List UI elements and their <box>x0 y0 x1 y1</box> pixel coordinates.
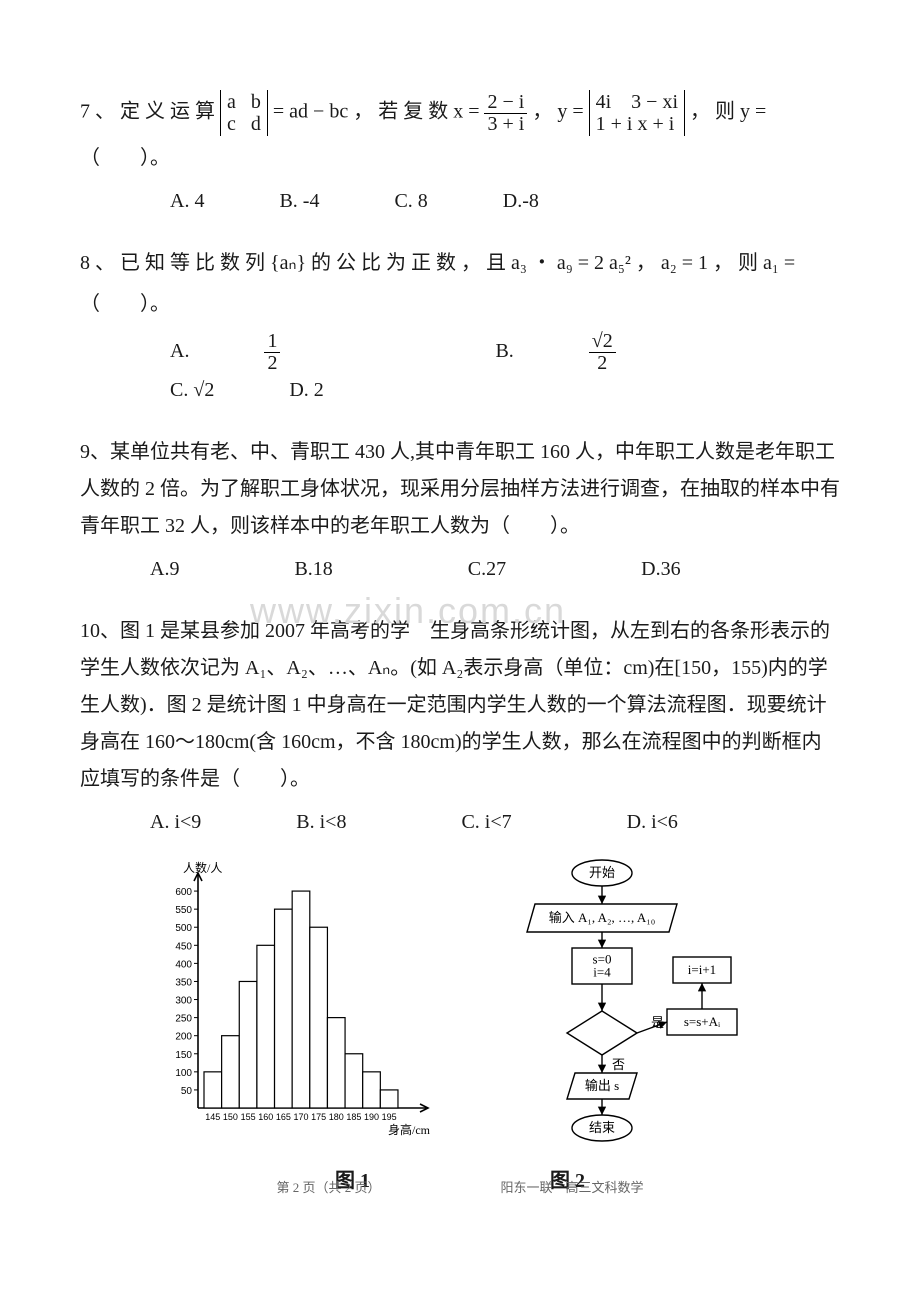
svg-text:180: 180 <box>329 1112 344 1122</box>
q8-b-den: 2 <box>589 353 616 374</box>
footer-page-no: 第 2 页（共 2 页） <box>276 1177 380 1196</box>
svg-text:195: 195 <box>382 1112 397 1122</box>
figure-2-flowchart: 开始输入 A₁, A₂, …, A₁₀s=0i=4i=i+1s=s+Aᵢ输出 s… <box>472 858 772 1158</box>
q8-b-num: √2 <box>589 331 616 353</box>
q7-prefix: 7 、 定 义 运 算 <box>80 101 220 123</box>
svg-text:结束: 结束 <box>589 1120 615 1135</box>
svg-text:输入 A₁, A₂, …, A₁₀: 输入 A₁, A₂, …, A₁₀ <box>549 910 656 925</box>
q7-det-b: b <box>251 91 261 113</box>
svg-text:是: 是 <box>651 1015 664 1030</box>
q8-text: 8 、 已 知 等 比 数 列 {aₙ} 的 公 比 为 正 数 ， 且 a₃ … <box>80 245 840 282</box>
q7-opt-d: D.-8 <box>503 185 539 217</box>
q8-opt-d: D. 2 <box>289 374 323 406</box>
q9-text: 9、某单位共有老、中、青职工 430 人,其中青年职工 160 人，中年职工人数… <box>80 434 840 545</box>
q7-det-a: a <box>227 91 236 113</box>
q7-det2-c: 1 + i <box>596 113 633 135</box>
q8-opt-b-label: B. <box>495 335 513 367</box>
q7-det2-a: 4i <box>596 91 612 113</box>
svg-text:450: 450 <box>175 941 192 952</box>
q9-opt-c: C.27 <box>468 553 506 585</box>
q10-opt-d: D. i<6 <box>627 806 678 838</box>
page: www.zixin.com.cn 7 、 定 义 运 算 a b c d = a… <box>0 0 920 1232</box>
svg-text:550: 550 <box>175 905 192 916</box>
q7-opt-c: C. 8 <box>394 185 427 217</box>
q7-mid1: = ad − bc ， 若 复 数 x = <box>273 101 485 123</box>
question-9: 9、某单位共有老、中、青职工 430 人,其中青年职工 160 人，中年职工人数… <box>80 434 840 585</box>
q7-det2-d: x + i <box>637 113 674 135</box>
svg-text:160: 160 <box>258 1112 273 1122</box>
svg-text:500: 500 <box>175 923 192 934</box>
svg-text:350: 350 <box>175 977 192 988</box>
q9-opt-d: D.36 <box>641 553 680 585</box>
svg-text:175: 175 <box>311 1112 326 1122</box>
q10-opt-b: B. i<8 <box>296 806 346 838</box>
q8-a-den: 2 <box>264 353 280 374</box>
footer-title: 阳东一联 高三文科数学 <box>501 1177 644 1196</box>
q8-opt-a: A. 1 2 <box>170 331 420 374</box>
svg-text:200: 200 <box>175 1032 192 1043</box>
q10-opt-c: C. i<7 <box>461 806 511 838</box>
svg-text:190: 190 <box>364 1112 379 1122</box>
q7-det-c: c <box>227 113 236 135</box>
svg-text:50: 50 <box>181 1086 193 1097</box>
svg-text:155: 155 <box>241 1112 256 1122</box>
svg-text:150: 150 <box>175 1050 192 1061</box>
question-10: 10、图 1 是某县参加 2007 年高考的学 生身高条形统计图，从左到右的各条… <box>80 613 840 838</box>
q7-tail: ， 则 y = <box>690 101 766 123</box>
q7-frac-num: 2 − i <box>484 92 527 114</box>
page-footer: 第 2 页（共 2 页） 阳东一联 高三文科数学 <box>80 1177 840 1196</box>
svg-text:100: 100 <box>175 1068 192 1079</box>
q7-determinant-2: 4i 3 − xi 1 + i x + i <box>589 90 685 136</box>
svg-text:否: 否 <box>612 1057 625 1072</box>
q7-paren: （ ）。 <box>80 140 840 177</box>
q7-determinant-1: a b c d <box>220 90 268 136</box>
svg-text:s=s+Aᵢ: s=s+Aᵢ <box>684 1014 721 1029</box>
svg-text:开始: 开始 <box>589 865 615 880</box>
q7-options: A. 4 B. -4 C. 8 D.-8 <box>80 185 840 217</box>
svg-text:i=i+1: i=i+1 <box>688 962 716 977</box>
q8-paren: （ ）。 <box>80 286 840 323</box>
svg-text:i=4: i=4 <box>593 965 611 980</box>
q7-frac-den: 3 + i <box>484 114 527 135</box>
q8-opt-a-frac: 1 2 <box>264 331 350 374</box>
q10-options: A. i<9 B. i<8 C. i<7 D. i<6 <box>80 806 840 838</box>
q9-opt-b: B.18 <box>294 553 332 585</box>
q9-opt-a: A.9 <box>150 553 179 585</box>
svg-text:185: 185 <box>346 1112 361 1122</box>
figure-1-bar-chart: 5010015020025030035040045050055060014515… <box>148 858 438 1148</box>
svg-text:170: 170 <box>293 1112 308 1122</box>
svg-text:150: 150 <box>223 1112 238 1122</box>
svg-text:250: 250 <box>175 1014 192 1025</box>
question-7: 7 、 定 义 运 算 a b c d = ad − bc ， 若 复 数 x … <box>80 90 840 217</box>
q8-opt-b: B. √2 2 <box>495 331 755 374</box>
svg-text:165: 165 <box>276 1112 291 1122</box>
q10-text: 10、图 1 是某县参加 2007 年高考的学 生身高条形统计图，从左到右的各条… <box>80 613 840 798</box>
q7-det2-b: 3 − xi <box>631 91 678 113</box>
q8-opt-b-frac: √2 2 <box>589 331 686 374</box>
q7-opt-a: A. 4 <box>170 185 204 217</box>
q7-fraction: 2 − i 3 + i <box>484 92 527 135</box>
q7-det-d: d <box>251 113 261 135</box>
q7-mid2: ， y = <box>532 101 588 123</box>
figures-row: 5010015020025030035040045050055060014515… <box>80 858 840 1212</box>
svg-text:400: 400 <box>175 959 192 970</box>
q7-opt-b: B. -4 <box>279 185 319 217</box>
svg-text:人数/人: 人数/人 <box>183 860 222 875</box>
q8-a-num: 1 <box>264 331 280 353</box>
svg-text:身高/cm: 身高/cm <box>388 1122 431 1137</box>
question-8: 8 、 已 知 等 比 数 列 {aₙ} 的 公 比 为 正 数 ， 且 a₃ … <box>80 245 840 406</box>
svg-text:600: 600 <box>175 887 192 898</box>
svg-text:145: 145 <box>205 1112 220 1122</box>
q8-opt-c: C. √2 <box>170 374 214 406</box>
q8-opt-a-label: A. <box>170 335 189 367</box>
q10-opt-a: A. i<9 <box>150 806 201 838</box>
q8-options: A. 1 2 B. √2 2 C. √2 D. 2 <box>80 331 840 406</box>
q9-options: A.9 B.18 C.27 D.36 <box>80 553 840 585</box>
svg-text:300: 300 <box>175 996 192 1007</box>
svg-text:输出 s: 输出 s <box>585 1078 619 1093</box>
